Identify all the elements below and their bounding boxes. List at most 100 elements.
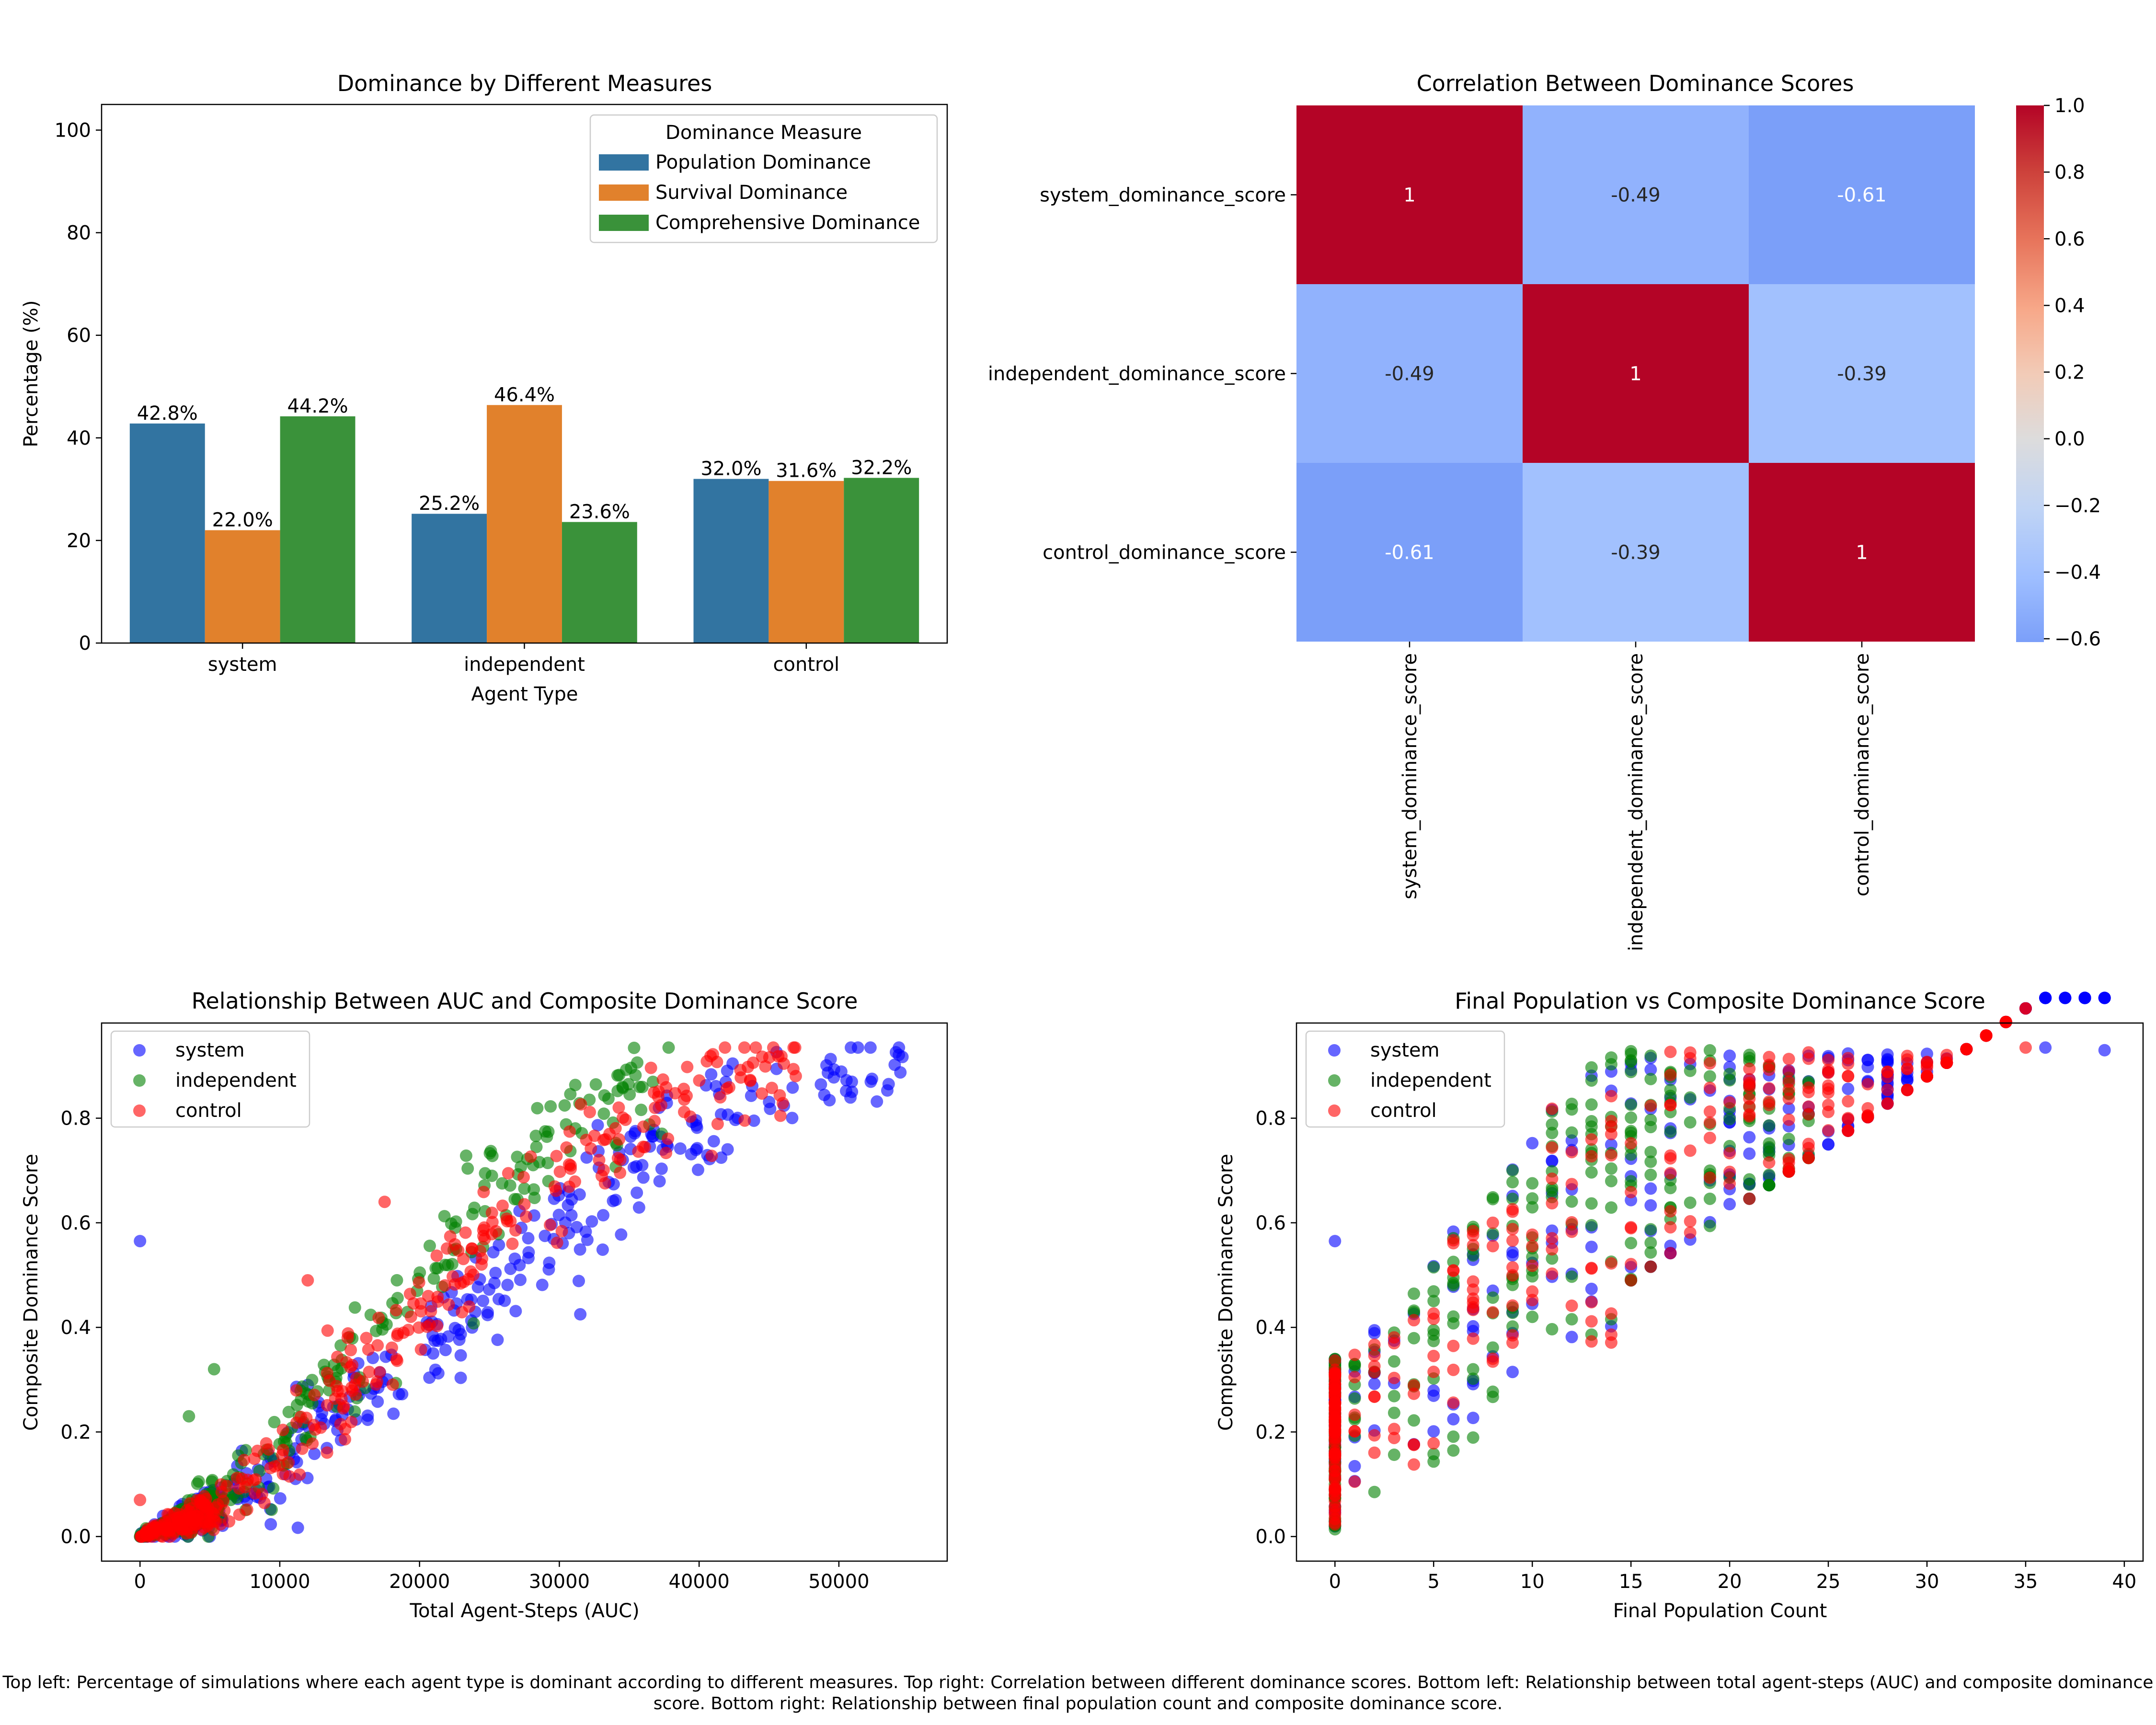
point-control bbox=[613, 1133, 626, 1146]
heatmap-cell-label: -0.61 bbox=[1385, 542, 1434, 564]
point-system bbox=[274, 1492, 287, 1505]
point-independent bbox=[1546, 1252, 1559, 1265]
point-control bbox=[134, 1494, 147, 1506]
legend-label-system: system bbox=[1370, 1039, 1440, 1061]
legend-label-independent: independent bbox=[1370, 1070, 1491, 1092]
point-independent bbox=[1486, 1193, 1499, 1206]
point-independent bbox=[1526, 1270, 1539, 1283]
legend-swatch-population bbox=[599, 154, 649, 171]
point-system bbox=[1842, 1082, 1855, 1095]
bar-chart-frame bbox=[101, 104, 948, 644]
point-control bbox=[1822, 1105, 1835, 1118]
point-control bbox=[1684, 1052, 1697, 1065]
point-control bbox=[1940, 1056, 1953, 1069]
point-control bbox=[321, 1399, 333, 1412]
point-control bbox=[233, 1508, 246, 1521]
legend-box bbox=[110, 1030, 310, 1128]
point-system bbox=[1782, 1102, 1795, 1115]
point-system bbox=[536, 1278, 549, 1291]
point-control bbox=[486, 1216, 499, 1229]
point-independent bbox=[1605, 1051, 1617, 1064]
point-independent bbox=[207, 1363, 220, 1376]
bar-system-2 bbox=[280, 416, 356, 643]
point-control bbox=[1526, 1240, 1539, 1253]
point-control bbox=[1960, 1043, 1973, 1056]
point-control bbox=[1625, 1137, 1638, 1150]
point-control bbox=[233, 1482, 246, 1495]
point-system bbox=[674, 1142, 687, 1155]
point-control bbox=[283, 1470, 296, 1483]
heatmap-cell-label: -0.49 bbox=[1611, 184, 1661, 207]
colorbar-tick-label: 0.8 bbox=[2054, 161, 2085, 184]
point-independent bbox=[1625, 1047, 1638, 1060]
point-system bbox=[471, 1281, 484, 1294]
point-control bbox=[1467, 1292, 1479, 1305]
point-control bbox=[306, 1437, 319, 1450]
point-system bbox=[481, 1309, 494, 1322]
point-system bbox=[1368, 1327, 1381, 1340]
point-control bbox=[1348, 1370, 1361, 1383]
point-control bbox=[1703, 1057, 1716, 1070]
point-system bbox=[814, 1078, 827, 1091]
point-control bbox=[773, 1089, 786, 1102]
point-control bbox=[1684, 1226, 1697, 1239]
point-independent bbox=[1565, 1195, 1578, 1208]
point-control bbox=[1644, 1260, 1657, 1273]
point-system bbox=[308, 1448, 321, 1460]
point-control bbox=[1368, 1390, 1381, 1403]
point-independent bbox=[1526, 1201, 1539, 1214]
point-independent bbox=[1763, 1179, 1776, 1192]
point-control bbox=[1763, 1156, 1776, 1169]
point-system bbox=[607, 1195, 619, 1208]
point-control bbox=[390, 1304, 402, 1317]
point-system bbox=[1565, 1331, 1578, 1344]
y-tick-label: 100 bbox=[55, 120, 91, 142]
point-independent bbox=[602, 1092, 615, 1105]
point-independent bbox=[479, 1167, 492, 1180]
point-control bbox=[218, 1504, 231, 1517]
point-control bbox=[1329, 1483, 1342, 1496]
point-system bbox=[498, 1294, 511, 1307]
point-control bbox=[1546, 1173, 1559, 1185]
point-system bbox=[291, 1521, 304, 1534]
point-system bbox=[361, 1413, 374, 1426]
point-independent bbox=[370, 1324, 383, 1337]
point-system bbox=[591, 1119, 604, 1132]
point-system bbox=[2039, 1041, 2052, 1054]
point-control bbox=[1743, 1081, 1756, 1094]
point-control bbox=[1329, 1500, 1342, 1513]
point-control bbox=[595, 1170, 608, 1183]
point-control bbox=[1782, 1075, 1795, 1088]
point-control bbox=[478, 1232, 491, 1245]
bar-chart-y-label: Percentage (%) bbox=[20, 300, 42, 448]
point-system bbox=[1506, 1249, 1519, 1262]
point-independent bbox=[1723, 1113, 1736, 1126]
x-tick-label: 25 bbox=[1816, 1571, 1841, 1593]
scatter-pop-legend: system independent control bbox=[1305, 1030, 1505, 1128]
point-system bbox=[1743, 1131, 1756, 1144]
colorbar-tick-label: 1.0 bbox=[2054, 95, 2085, 117]
point-system bbox=[454, 1349, 467, 1362]
point-system bbox=[427, 1347, 440, 1360]
point-independent bbox=[511, 1150, 524, 1163]
point-control bbox=[1368, 1349, 1381, 1362]
scatter-pop-panel: Final Population vs Composite Dominance … bbox=[1215, 988, 2144, 1622]
point-control bbox=[719, 1041, 732, 1054]
point-independent bbox=[1585, 1061, 1598, 1074]
point-system bbox=[573, 1243, 586, 1256]
point-control bbox=[422, 1289, 435, 1302]
point-independent bbox=[1565, 1313, 1578, 1326]
point-control bbox=[178, 1509, 191, 1522]
point-system bbox=[645, 1127, 658, 1140]
point-independent bbox=[1565, 1103, 1578, 1116]
point-system bbox=[1506, 1366, 1519, 1379]
point-control bbox=[1901, 1049, 1914, 1062]
point-independent bbox=[1644, 1072, 1657, 1085]
point-independent bbox=[1486, 1385, 1499, 1398]
point-independent bbox=[1625, 1111, 1638, 1124]
point-independent bbox=[1684, 1196, 1697, 1209]
point-control bbox=[1901, 1062, 1914, 1075]
point-control bbox=[1625, 1274, 1638, 1287]
bar-control-1 bbox=[768, 481, 844, 643]
